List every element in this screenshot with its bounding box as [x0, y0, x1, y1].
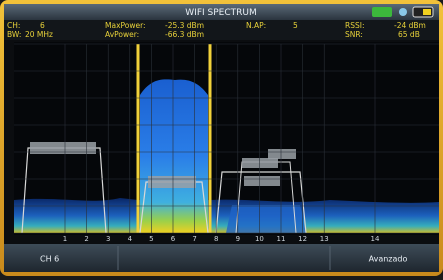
title: WIFI SPECTRUM: [185, 8, 256, 18]
screen: WIFI SPECTRUM CH: 6 BW: 20 MHz MaxPower:…: [0, 0, 443, 276]
channel-label: 12: [298, 235, 307, 243]
channel-label: 2: [84, 235, 88, 243]
channel-label: 7: [192, 235, 196, 243]
info-value: 65 dB: [398, 30, 420, 39]
channel-label: 14: [371, 235, 380, 243]
ap-label: [148, 176, 196, 188]
info-label: AvPower:: [105, 30, 139, 39]
status-icon: [372, 7, 392, 17]
info-value: 5: [293, 21, 298, 30]
channel-label: 4: [128, 235, 133, 243]
info-label: CH:: [7, 21, 20, 30]
battery-level: [423, 9, 431, 15]
channel-label: 11: [277, 235, 286, 243]
channel-label: 6: [171, 235, 176, 243]
spectrum-plot: [14, 42, 439, 235]
info-value: 6: [40, 21, 45, 30]
channel-label: 3: [106, 235, 110, 243]
info-label: RSSI:: [345, 21, 364, 30]
ap-label: [244, 176, 280, 186]
channel-label: 5: [149, 235, 153, 243]
channel-label: 13: [320, 235, 329, 243]
info-value: -24 dBm: [394, 21, 426, 30]
info-label: N.AP:: [246, 21, 266, 30]
info-panel: [4, 20, 439, 40]
info-value: -25.3 dBm: [165, 21, 204, 30]
channel-label: 9: [236, 235, 240, 243]
channel-label: 8: [214, 235, 218, 243]
info-value: 20 MHz: [25, 30, 53, 39]
softkey[interactable]: CH 6: [40, 255, 59, 264]
softkey[interactable]: Avanzado: [369, 255, 408, 264]
info-label: SNR:: [345, 30, 363, 39]
info-label: BW:: [7, 30, 21, 39]
ap-label: [268, 149, 296, 159]
signal-block: [140, 79, 208, 233]
ap-label: [242, 158, 278, 168]
channel-label: 10: [255, 235, 264, 243]
info-value: -66.3 dBm: [165, 30, 204, 39]
channel-label: 1: [63, 235, 67, 243]
info-label: MaxPower:: [105, 21, 146, 30]
status-icon: [399, 8, 407, 16]
